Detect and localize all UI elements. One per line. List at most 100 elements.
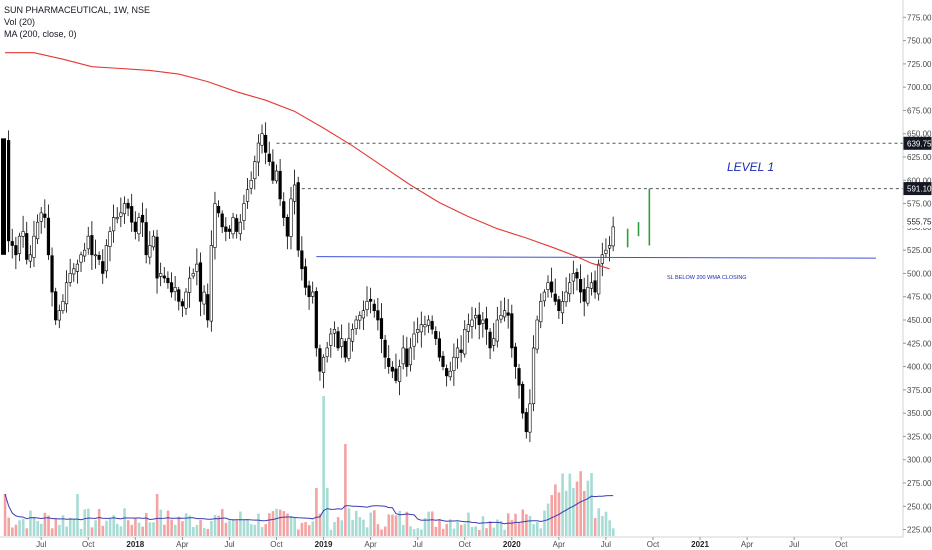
candle (115, 207, 119, 224)
candle-body (267, 153, 271, 162)
candle-body (278, 170, 282, 200)
candle-body (271, 161, 275, 181)
volume-bar (579, 471, 582, 536)
y-tick-label: 750.00 (907, 37, 932, 46)
volume-bar (387, 514, 391, 536)
candle (513, 342, 518, 379)
candle (408, 337, 413, 372)
volume-bar (611, 528, 615, 536)
candle (104, 239, 108, 279)
candle-body (300, 250, 304, 270)
volume-bar (499, 520, 503, 536)
candle (209, 230, 213, 332)
y-tick-label: 450.00 (907, 316, 932, 325)
volume-bar (239, 511, 242, 536)
volume-bar (260, 527, 264, 536)
candle-body (510, 313, 514, 349)
candle-body (607, 245, 612, 249)
candle (506, 298, 510, 329)
candle (307, 280, 311, 310)
candle-body (39, 212, 43, 222)
candle (528, 389, 532, 443)
candle-body (524, 412, 528, 433)
volume-bar (597, 508, 601, 536)
candle (83, 242, 87, 262)
candle-body (1, 138, 6, 255)
volume-bar (184, 513, 188, 536)
candle (184, 288, 188, 316)
x-tick-label: Oct (82, 540, 95, 549)
volume-bar (173, 524, 177, 536)
candle-body (528, 403, 532, 433)
candle (140, 202, 145, 238)
volume-bar (188, 515, 192, 536)
candle (231, 212, 235, 239)
x-tick-label: 2019 (315, 540, 333, 549)
volume-bar (224, 522, 228, 536)
candle (101, 249, 105, 284)
candle-body (177, 289, 181, 302)
candle-body (361, 310, 365, 319)
candle (604, 238, 608, 259)
candle-body (582, 289, 586, 302)
candle-body (350, 329, 355, 342)
volume-bar (478, 529, 481, 536)
volume-bar (365, 527, 369, 536)
candle-body (144, 222, 148, 256)
candle (466, 313, 470, 343)
candle-body (546, 282, 550, 290)
price-badge-label: 591.10 (907, 185, 932, 194)
candle (445, 364, 449, 387)
candle-body (50, 255, 54, 293)
candle (495, 306, 499, 348)
volume-bar (449, 519, 452, 536)
volume-bar (488, 521, 492, 536)
candle (332, 321, 337, 347)
candle (484, 306, 489, 345)
candle-body (292, 184, 297, 202)
candle (151, 230, 156, 251)
price-badge (903, 182, 932, 196)
volume-bar (496, 519, 499, 536)
volume-bar (206, 528, 210, 536)
candle-body (575, 272, 579, 279)
volume-bar (405, 511, 409, 536)
candle-body (137, 217, 141, 235)
candle (463, 320, 467, 358)
candle (376, 297, 380, 331)
candle (39, 207, 43, 234)
y-tick-label: 525.00 (907, 246, 932, 255)
candle (394, 353, 398, 384)
price-badge (903, 136, 932, 150)
candle (28, 245, 32, 269)
volume-bar (452, 528, 456, 536)
candle-body (539, 301, 543, 323)
candle-body (21, 231, 25, 237)
volume-bar (369, 512, 373, 536)
volume-bar (231, 519, 235, 536)
candle (405, 336, 409, 377)
volume-bar (474, 526, 477, 536)
level-1-label: LEVEL 1 (727, 160, 774, 174)
candle (303, 258, 308, 296)
volume-bar (297, 529, 300, 536)
volume-bar (79, 528, 83, 536)
candle-body (231, 217, 235, 235)
candle-body (245, 189, 250, 202)
volume-bar (3, 494, 7, 536)
candle (542, 289, 546, 307)
volume-bar (177, 516, 181, 536)
candle-body (513, 346, 518, 367)
volume-bar (561, 473, 564, 536)
volume-bar (246, 520, 249, 536)
x-tick-label: Jul (789, 540, 799, 549)
candle-body (307, 285, 311, 298)
candle (524, 408, 528, 439)
chart-legend: SUN PHARMACEUTICAL, 1W, NSE Vol (20) MA … (4, 4, 150, 40)
candle-body (169, 282, 174, 293)
ma-indicator-label: MA (200, close, 0) (4, 29, 77, 39)
candle (119, 197, 123, 228)
y-tick-label: 475.00 (907, 293, 932, 302)
volume-bar (467, 512, 470, 536)
